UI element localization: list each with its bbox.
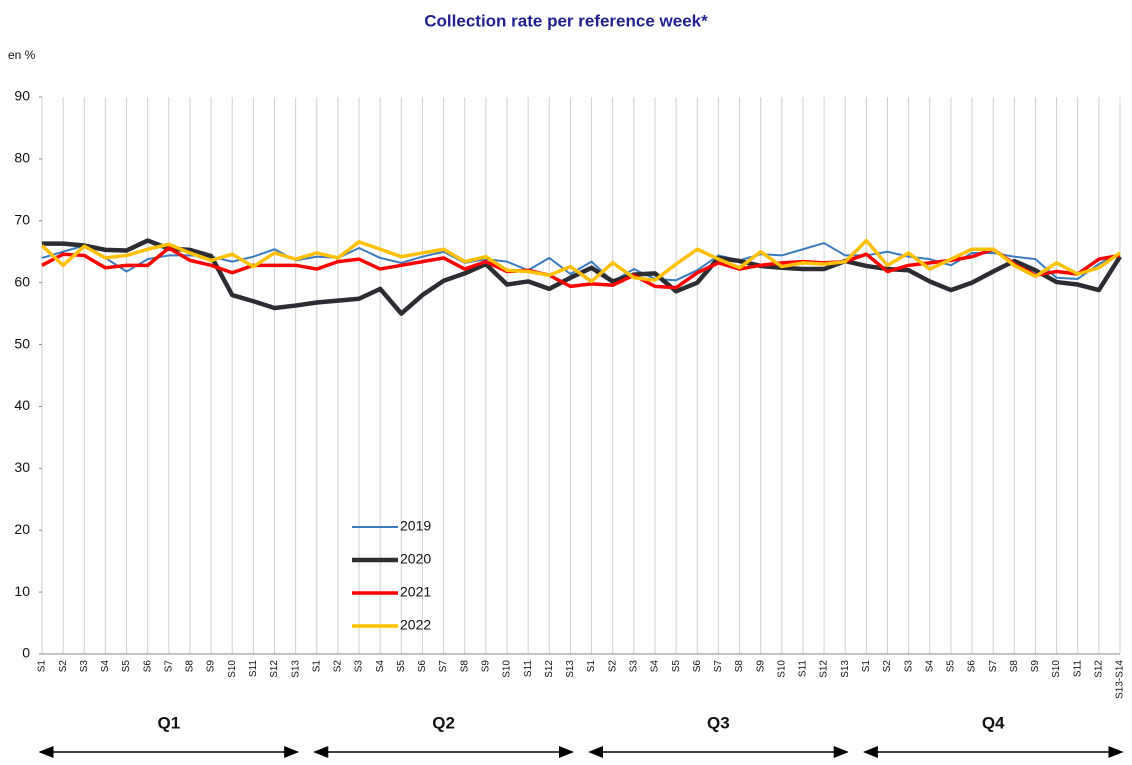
x-tick-label: S13: [565, 660, 576, 678]
x-tick-label: S9: [206, 660, 217, 673]
x-tick-label: S10: [227, 660, 238, 678]
y-tick-label: 0: [22, 645, 30, 661]
x-tick-label: S7: [438, 660, 449, 673]
x-tick-label: S6: [142, 660, 153, 673]
x-tick-label: S13: [290, 660, 301, 678]
x-tick-label: S1: [586, 660, 597, 673]
x-tick-label: S9: [481, 660, 492, 673]
x-tick-label: S7: [163, 660, 174, 673]
legend-label: 2020: [400, 551, 431, 567]
legend-label: 2022: [400, 617, 431, 633]
quarter-label: Q4: [982, 713, 1005, 732]
x-tick-label: S12: [269, 660, 280, 678]
y-tick-label: 10: [14, 583, 30, 599]
x-tick-label: S4: [924, 660, 935, 673]
x-tick-label: S11: [523, 660, 534, 677]
x-tick-label: S8: [185, 660, 196, 673]
legend-label: 2021: [400, 584, 431, 600]
x-tick-label: S12: [544, 660, 555, 678]
series-line: [42, 238, 1122, 316]
quarter-label: Q2: [432, 713, 455, 732]
x-tick-label: S13-S14: [1115, 660, 1126, 699]
x-tick-label: S10: [776, 660, 787, 678]
chart-title: Collection rate per reference week*: [424, 11, 708, 30]
x-tick-label: S1: [311, 660, 322, 673]
quarter-label: Q3: [707, 713, 730, 732]
y-tick-label: 90: [14, 88, 30, 104]
x-tick-label: S7: [988, 660, 999, 673]
x-tick-label: S3: [903, 660, 914, 673]
y-tick-label: 80: [14, 150, 30, 166]
x-tick-label: S3: [79, 660, 90, 673]
legend-label: 2019: [400, 518, 431, 534]
x-tick-label: S11: [798, 660, 809, 677]
x-tick-label: S1: [37, 660, 48, 673]
x-tick-label: S4: [650, 660, 661, 673]
x-tick-label: S11: [248, 660, 259, 677]
x-tick-label: S4: [100, 660, 111, 673]
y-tick-label: 60: [14, 273, 30, 289]
x-tick-label: S11: [1072, 660, 1083, 677]
x-tick-label: S5: [946, 660, 957, 673]
x-tick-label: S8: [459, 660, 470, 673]
y-tick-label: 70: [14, 211, 30, 227]
x-tick-label: S2: [333, 660, 344, 673]
x-tick-label: S6: [692, 660, 703, 673]
x-tick-label: S4: [375, 660, 386, 673]
series-line: [41, 246, 1121, 290]
y-tick-label: 30: [14, 459, 30, 475]
y-tick-label: 40: [14, 397, 30, 413]
x-tick-label: S8: [1009, 660, 1020, 673]
y-tick-label: 20: [14, 521, 30, 537]
x-tick-label: S10: [1051, 660, 1062, 678]
x-tick-label: S12: [1094, 660, 1105, 678]
y-axis-label: en %: [8, 48, 36, 62]
series-line: [40, 238, 1122, 284]
x-tick-label: S9: [1030, 660, 1041, 673]
x-tick-label: S9: [755, 660, 766, 673]
x-tick-label: S3: [354, 660, 365, 673]
y-tick-label: 50: [14, 335, 30, 351]
x-tick-label: S13: [840, 660, 851, 678]
x-tick-label: S6: [417, 660, 428, 673]
x-tick-label: S10: [502, 660, 513, 678]
x-tick-label: S8: [734, 660, 745, 673]
x-tick-label: S2: [58, 660, 69, 673]
x-tick-label: S2: [607, 660, 618, 673]
x-tick-label: S5: [671, 660, 682, 673]
x-tick-label: S7: [713, 660, 724, 673]
x-tick-label: S2: [882, 660, 893, 673]
x-tick-label: S1: [861, 660, 872, 673]
x-tick-label: S12: [819, 660, 830, 678]
x-tick-label: S6: [967, 660, 978, 673]
quarter-label: Q1: [157, 713, 180, 732]
x-tick-label: S5: [121, 660, 132, 673]
x-tick-label: S3: [628, 660, 639, 673]
x-tick-label: S5: [396, 660, 407, 673]
